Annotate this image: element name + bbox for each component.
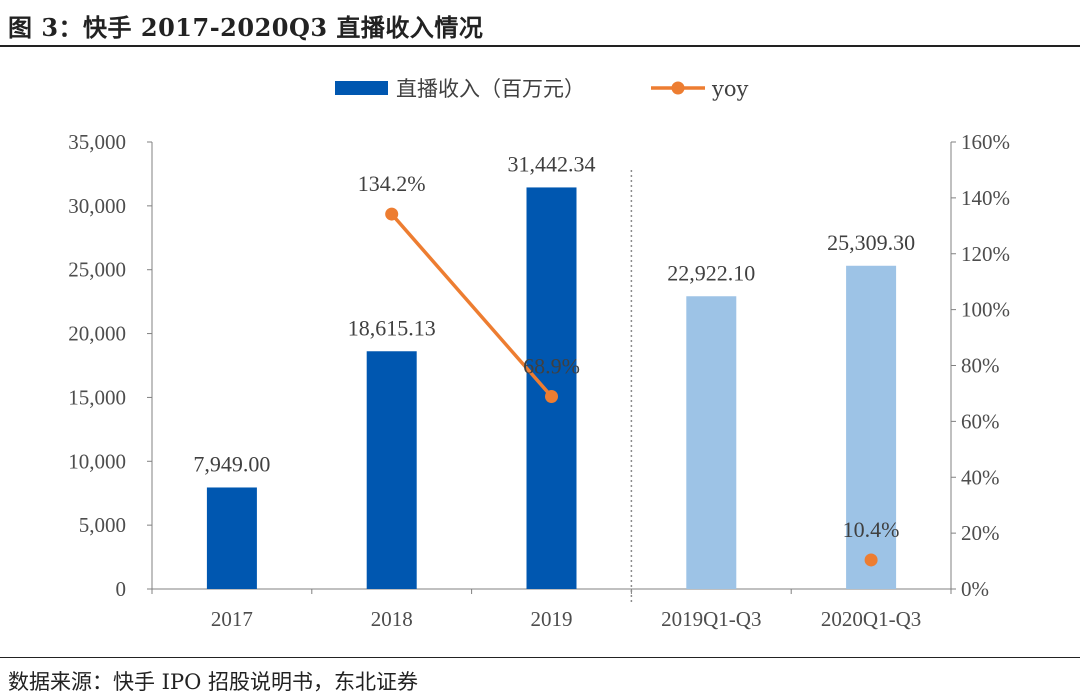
right-tick-label: 20% [961,521,1000,545]
left-tick-label: 25,000 [68,258,126,282]
source-note: 数据来源：快手 IPO 招股说明书，东北证券 [8,670,418,694]
right-tick-label: 140% [961,186,1010,210]
chart: 直播收入（百万元） yoy 0 5,000 10,000 15,000 20,000 25,… [68,77,1010,631]
bar [206,487,257,589]
left-tick-label: 15,000 [68,385,126,409]
x-tick-label: 2019Q1-Q3 [661,607,761,631]
right-tick-label: 60% [961,409,1000,433]
legend-label-yoy: yoy [711,77,749,101]
yoy-point [385,207,399,221]
yoy-value-label: 68.9% [523,354,580,379]
title-divider [0,45,1080,47]
right-tick-label: 40% [961,465,1000,489]
legend-swatch-marker [671,81,685,95]
legend-swatch-bar [335,81,388,95]
right-tick-label: 160% [961,130,1010,154]
legend-label-revenue: 直播收入（百万元） [396,77,585,101]
bars [206,187,897,589]
bar-value-label: 25,309.30 [827,230,915,255]
left-tick-label: 30,000 [68,194,126,218]
yoy-point [864,553,878,567]
bar [846,265,897,589]
bar [366,351,417,589]
left-tick-label: 5,000 [79,513,126,537]
left-tick-label: 35,000 [68,130,126,154]
yoy-value-label: 134.2% [358,171,426,196]
right-tick-label: 80% [961,354,1000,378]
right-tick-label: 100% [961,298,1010,322]
x-tick-label: 2020Q1-Q3 [821,607,921,631]
left-tick-label: 0 [116,577,127,601]
left-tick-label: 10,000 [68,449,126,473]
axes: 0 5,000 10,000 15,000 20,000 25,000 30,000 35,0… [68,130,1010,631]
legend: 直播收入（百万元） yoy [335,77,749,101]
footer-divider [0,657,1080,658]
bar [686,296,737,589]
x-tick-label: 2018 [371,607,413,631]
bar-value-label: 22,922.10 [667,260,755,285]
chart-title: 图 3：快手 2017-2020Q3 直播收入情况 [8,13,484,42]
yoy-line [385,207,878,567]
data-labels: 7,949.00 18,615.13 31,442.34 22,922.10 25,30… [193,151,915,542]
right-tick-label: 0% [961,577,989,601]
yoy-point [545,390,558,404]
yoy-value-label: 10.4% [843,517,900,542]
bar-value-label: 31,442.34 [508,151,596,176]
x-tick-label: 2017 [211,607,253,631]
bar-value-label: 7,949.00 [193,451,270,476]
yoy-line-segment [390,212,553,398]
bar-value-label: 18,615.13 [348,315,436,340]
right-tick-label: 120% [961,242,1010,266]
bar [526,187,577,589]
left-tick-label: 20,000 [68,322,126,346]
x-tick-label: 2019 [531,607,573,631]
